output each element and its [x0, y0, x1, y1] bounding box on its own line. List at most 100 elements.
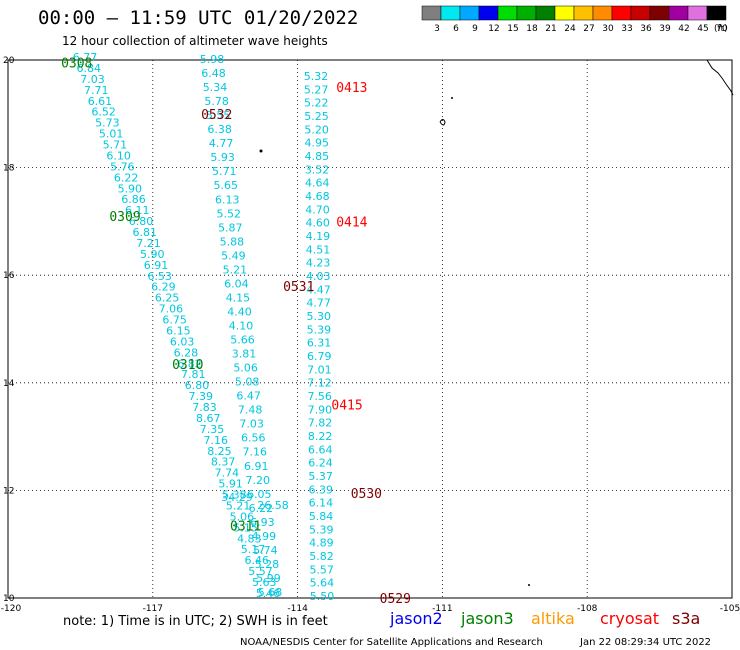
legend-label: 39: [659, 24, 671, 34]
track-b-value: 5.99: [256, 572, 281, 585]
pass-label: 0532: [201, 108, 232, 123]
track-a-value: 6.75: [162, 314, 187, 327]
legend-swatch: [611, 5, 632, 21]
legend-label: 45: [697, 24, 708, 34]
track-c-value: 7.82: [308, 417, 333, 430]
track-c-value: 4.19: [306, 230, 331, 243]
track-a-value: 6.28: [174, 346, 199, 359]
track-a-value: 6.81: [133, 226, 158, 239]
track-a-value: 6.29: [151, 281, 176, 294]
track-b-value: 5.87: [218, 221, 243, 234]
track-c-value: 5.50: [310, 590, 335, 603]
lat-tick-label: 12: [3, 486, 14, 496]
track-a-value: 6.91: [144, 259, 169, 272]
lon-tick-label: -117: [143, 604, 163, 614]
track-b-value: 5.68: [258, 586, 283, 599]
track-c-value: 8.22: [308, 430, 333, 443]
track-c-value: 4.89: [309, 537, 334, 550]
track-b-value: 6.38: [207, 123, 232, 136]
legend-swatch: [421, 5, 442, 21]
track-c-value: 5.30: [307, 310, 332, 323]
legend-label: 70: [716, 24, 728, 34]
track-a-value: 8.37: [211, 456, 236, 469]
lat-tick-label: 14: [3, 379, 15, 389]
legend-unit: (ft): [714, 24, 728, 34]
track-a-value: 6.77: [73, 51, 98, 64]
lat-tick-label: 10: [3, 594, 15, 604]
legend-swatch: [649, 5, 670, 21]
lat-tick-label: 16: [3, 271, 15, 281]
track-a-value: 4.83: [237, 532, 262, 545]
coastline-baja: [706, 59, 734, 96]
track-c-value: 5.84: [309, 510, 334, 523]
track-a-value: 5.17: [241, 543, 266, 556]
pass-label: 0413: [336, 81, 367, 96]
track-c-value: 7.56: [307, 390, 332, 403]
legend-label: 36: [640, 24, 652, 34]
track-b-value: 5.88: [220, 235, 245, 248]
track-c-value: 7.12: [307, 377, 332, 390]
track-b-value: 7.03: [239, 418, 264, 431]
lon-tick-label: -111: [432, 604, 452, 614]
lon-tick-label: -114: [287, 604, 308, 614]
track-b-value: 4.15: [226, 291, 251, 304]
track-c-value: 4.77: [306, 297, 331, 310]
lon-tick-label: -120: [1, 604, 22, 614]
legend-swatch: [554, 5, 575, 21]
track-c-value: 4.64: [305, 177, 330, 190]
map-subtitle: 12 hour collection of altimeter wave hei…: [62, 34, 328, 48]
track-c-value: 4.95: [305, 137, 330, 150]
map-frame: [7, 59, 733, 599]
track-a-value: 7.74: [215, 467, 240, 480]
track-a-value: 5.15: [233, 521, 258, 534]
track-a-value: 5.91: [218, 478, 243, 491]
track-a-value: 5.46: [256, 587, 281, 600]
track-a-value: 8.67: [196, 412, 221, 425]
legend-swatch: [630, 5, 651, 21]
pass-label: 0308: [61, 57, 92, 72]
track-a-value: 5.06: [230, 510, 255, 523]
track-c-value: 4.47: [306, 283, 331, 296]
track-a-value: 7.35: [200, 423, 225, 436]
pass-label: 0530: [351, 487, 382, 502]
pass-label: 0309: [109, 210, 140, 225]
island-d: [528, 584, 530, 586]
legend-label: 42: [678, 24, 689, 34]
track-c-value: 5.39: [309, 523, 334, 536]
track-a-value: 6.80: [129, 215, 154, 228]
track-b-value: 5.55: [206, 109, 231, 122]
track-a-value: 6.25: [155, 292, 180, 305]
track-b-value: 6.93: [250, 516, 275, 529]
satellite-cryosat: cryosat: [600, 609, 659, 628]
track-c-value: 5.27: [304, 83, 329, 96]
track-c-value: 5.39: [307, 323, 332, 336]
track-a-value: 6.53: [147, 270, 172, 283]
track-a-value: 7.16: [203, 434, 228, 447]
track-b-value: 6.22: [249, 502, 274, 515]
track-b-value: 6.04: [224, 277, 249, 290]
track-b-value: 4.77: [209, 137, 234, 150]
track-b-value: 5.93: [210, 151, 235, 164]
lat-tick-label: 20: [3, 56, 15, 66]
track-c-value: 5.82: [309, 550, 334, 563]
track-a-value: 5.38: [222, 489, 247, 502]
track-b-value: 3.81: [232, 348, 257, 361]
track-a-value: 5.73: [95, 117, 120, 130]
track-c-value: 5.20: [304, 123, 329, 136]
track-b-value: 5.66: [230, 334, 255, 347]
track-c-value: 5.22: [304, 97, 329, 110]
track-a-value: 7.81: [181, 368, 206, 381]
track-c-value: 4.60: [305, 217, 330, 230]
track-a-value: 5.90: [140, 248, 165, 261]
track-b-value: 6.48: [201, 67, 226, 80]
track-a-value: 5.90: [118, 182, 143, 195]
track-c-value: 4.68: [305, 190, 330, 203]
credit-timestamp: Jan 22 08:29:34 UTC 2022: [579, 637, 711, 648]
track-c-value: 5.32: [304, 70, 329, 83]
legend-label: 12: [488, 24, 499, 34]
track-b-value: 5.06: [233, 362, 258, 375]
legend-label: 30: [602, 24, 614, 34]
track-a-value: 7.71: [84, 84, 109, 97]
legend-swatch: [573, 5, 594, 21]
legend-label: 27: [583, 24, 594, 34]
